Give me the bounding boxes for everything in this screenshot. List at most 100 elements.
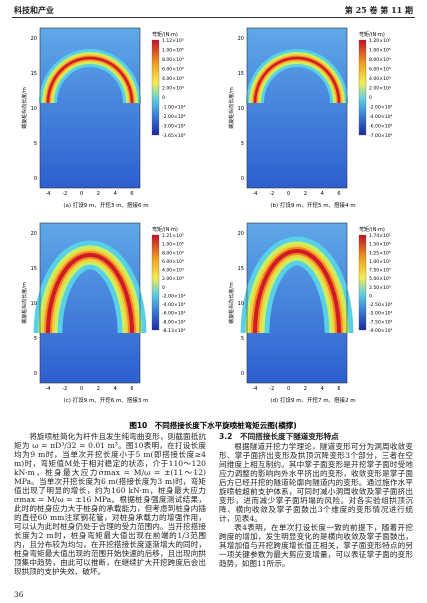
plot-frame (246, 222, 348, 384)
y-axis-label: 螺旋桩纵向长度/m (21, 87, 28, 129)
colorbar-label: 1.21×10⁵ (162, 233, 184, 239)
y-tick-label: 20 (31, 231, 37, 237)
colorbar-title: 弯矩/(N·m) (359, 31, 385, 38)
colorbar-label: 2.00×10⁴ (369, 86, 391, 92)
y-tick-label: 10 (31, 301, 37, 307)
y-tick-label: 15 (238, 71, 244, 77)
x-tick-label: -2 (62, 386, 67, 392)
colorbar-label: 2.00×10⁴ (162, 86, 184, 92)
colorbar-label: -2.00×10⁴ (162, 114, 186, 120)
colorbar-label: -3.00×10⁴ (162, 124, 186, 130)
x-tick-label: 2 (97, 386, 100, 392)
y-tick-label: 0 (241, 371, 244, 377)
colorbar (358, 39, 367, 136)
x-tick-label: -2 (269, 191, 274, 197)
colorbar-label: -5.00×10⁴ (369, 311, 393, 317)
x-tick-label: 0 (80, 191, 83, 197)
x-tick-label: -4 (46, 191, 51, 197)
plot-frame (39, 222, 141, 384)
colorbar-label: -8.13×10⁴ (162, 328, 186, 334)
paragraph: 将旋喷桩简化为杆件且发生纯弯曲变形，则截面抵抗矩为 ω = πD³/32 = 0… (14, 432, 206, 576)
y-tick-label: 5 (34, 141, 37, 147)
colorbar-label: 0 (162, 95, 165, 101)
colorbar-label: 1.00×10⁵ (162, 242, 184, 248)
panel: 0 5 10 15 20 -4 -2 0 2 4 6 螺旋桩纵向长度/m 弯矩/(N·m)1.20×10… (228, 27, 393, 209)
y-tick-label: 20 (238, 36, 244, 42)
figure-caption: 图10 不同搭接长度下水平旋喷桩弯矩云图(横撑) (129, 420, 296, 430)
colorbar-label: 1.00×10⁵ (369, 48, 391, 54)
contour-band (253, 56, 341, 104)
colorbar (151, 39, 160, 136)
colorbar-label: -4.00×10⁴ (369, 114, 393, 120)
panel-caption: (c) 打设9 m、开挖6 m、搭接3 m (64, 396, 149, 404)
y-tick-label: 15 (238, 266, 244, 272)
colorbar-title: 弯矩/(N·m) (359, 226, 385, 233)
colorbar-label: 1.25×10⁵ (369, 250, 391, 256)
contour-band (46, 56, 134, 104)
paragraph: 根据隧道开挖力学理论，隧道变形可分为洞周收敛变形、掌子面挤出变形及拱顶沉降变形3… (219, 442, 413, 523)
x-tick-label: 2 (304, 386, 307, 392)
y-axis-label: 螺旋桩纵向长度/m (21, 282, 28, 324)
colorbar-label: 8.00×10⁴ (162, 57, 184, 63)
colorbar-label: 1.00×10⁵ (369, 259, 391, 265)
y-tick-label: 15 (31, 266, 37, 272)
colorbar-label: -7.50×10⁴ (369, 319, 393, 325)
colorbar-label: 1.50×10⁵ (369, 242, 391, 248)
y-tick-label: 5 (241, 336, 244, 342)
colorbar-label: 1.20×10⁵ (369, 38, 391, 44)
y-tick-label: 15 (31, 71, 37, 77)
y-axis-label: 螺旋桩纵向长度/m (228, 282, 235, 324)
contour-band (46, 253, 134, 334)
x-tick-label: 2 (97, 191, 100, 197)
plot-frame (246, 27, 348, 189)
colorbar-label: -6.00×10⁴ (162, 311, 186, 317)
plot-frame (39, 27, 141, 189)
y-tick-label: 10 (31, 106, 37, 112)
colorbar-title: 弯矩/(N·m) (152, 226, 178, 233)
y-tick-label: 10 (238, 106, 244, 112)
colorbar-label: 4.00×10⁴ (369, 76, 391, 82)
y-tick-label: 5 (34, 336, 37, 342)
colorbar-label: 4.00×10⁴ (162, 76, 184, 82)
page-number: 36 (14, 590, 24, 599)
x-tick-label: -2 (62, 191, 67, 197)
colorbar-label: 6.00×10⁴ (162, 259, 184, 265)
colorbar-label: 0 (369, 293, 372, 299)
header-rule (12, 17, 415, 18)
x-tick-label: -4 (46, 386, 51, 392)
panel-caption: (a) 打设9 m、开挖3 m、搭接6 m (63, 201, 148, 209)
x-tick-label: 6 (130, 191, 133, 197)
x-tick-label: 6 (337, 386, 340, 392)
x-tick-label: 4 (321, 386, 324, 392)
contour-band (253, 249, 341, 334)
left-column: 将旋喷桩简化为杆件且发生纯弯曲变形，则截面抵抗矩为 ω = πD³/32 = 0… (14, 432, 206, 592)
y-tick-label: 0 (34, 176, 37, 182)
y-tick-label: 20 (238, 231, 244, 237)
colorbar-label: -2.00×10⁴ (369, 105, 393, 111)
colorbar-label: 8.00×10⁴ (162, 250, 184, 256)
panel: 0 5 10 15 20 -4 -2 0 2 4 6 螺旋桩纵向长度/m 弯矩/(N·m)1.21×10… (21, 222, 186, 404)
colorbar-label: -6.00×10⁴ (369, 124, 393, 130)
colorbar (151, 234, 160, 331)
y-tick-label: 0 (34, 371, 37, 377)
colorbar-label: 7.50×10⁴ (369, 268, 391, 274)
x-tick-label: -4 (253, 191, 258, 197)
x-tick-label: 6 (337, 191, 340, 197)
colorbar-label: -8.00×10⁴ (162, 319, 186, 325)
panel-caption: (b) 打设9 m、开挖5 m、搭接4 m (270, 201, 355, 209)
panel: 0 5 10 15 20 -4 -2 0 2 4 6 螺旋桩纵向长度/m 弯矩/(N·m)1.74×10… (228, 222, 393, 404)
x-tick-label: 0 (287, 191, 290, 197)
colorbar-label: 4.00×10⁴ (162, 268, 184, 274)
y-tick-label: 5 (241, 141, 244, 147)
x-tick-label: 4 (321, 191, 324, 197)
x-tick-label: 6 (130, 386, 133, 392)
x-tick-label: 4 (114, 191, 117, 197)
colorbar-label: 0 (162, 285, 165, 291)
colorbar-label: -4.00×10⁴ (162, 302, 186, 308)
x-tick-label: -4 (253, 386, 258, 392)
y-tick-label: 10 (238, 301, 244, 307)
panel-caption: (d) 打设9 m、开挖7 m、搭接2 m (270, 396, 355, 404)
colorbar-title: 弯矩/(N·m) (152, 31, 178, 38)
